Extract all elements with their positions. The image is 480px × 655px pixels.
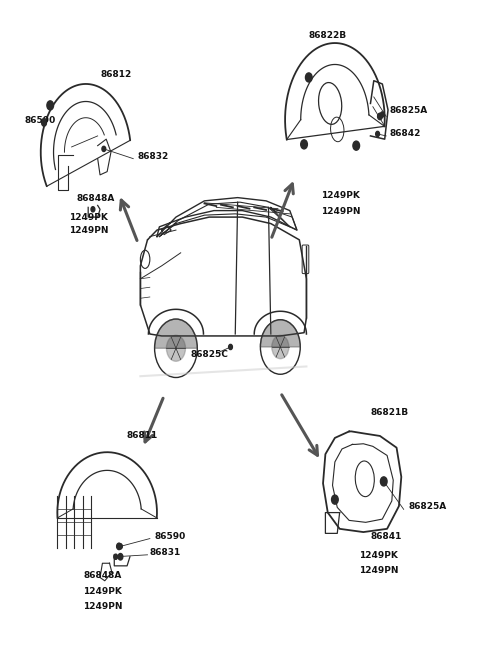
Circle shape (272, 335, 289, 359)
Circle shape (381, 477, 387, 486)
Text: 1249PN: 1249PN (321, 207, 360, 216)
Circle shape (167, 335, 185, 362)
Circle shape (117, 543, 121, 550)
Text: 86848A: 86848A (76, 194, 115, 203)
Text: 86825A: 86825A (389, 106, 428, 115)
Text: 86812: 86812 (100, 71, 132, 79)
Circle shape (381, 112, 384, 117)
Text: 1249PN: 1249PN (359, 566, 398, 575)
Wedge shape (261, 320, 300, 347)
Text: 86825C: 86825C (190, 350, 228, 359)
Circle shape (118, 553, 123, 560)
Circle shape (382, 479, 385, 484)
Text: 1249PK: 1249PK (84, 587, 122, 596)
Text: 86848A: 86848A (84, 571, 122, 580)
Circle shape (378, 113, 383, 120)
Text: 86811: 86811 (126, 431, 157, 440)
Circle shape (102, 146, 106, 151)
Circle shape (91, 207, 95, 212)
Text: 86825A: 86825A (408, 502, 447, 512)
Text: 86590: 86590 (155, 532, 186, 540)
Text: 86832: 86832 (138, 152, 169, 160)
Circle shape (119, 544, 122, 549)
Circle shape (305, 73, 312, 82)
Circle shape (42, 119, 46, 124)
Text: 1249PK: 1249PK (69, 214, 108, 222)
Circle shape (228, 345, 232, 350)
Circle shape (42, 120, 47, 126)
Wedge shape (155, 319, 197, 348)
Text: 1249PK: 1249PK (321, 191, 360, 200)
Text: 86841: 86841 (371, 532, 402, 540)
Circle shape (332, 495, 338, 504)
Circle shape (353, 141, 360, 150)
Text: 1249PN: 1249PN (84, 602, 123, 610)
Text: 86831: 86831 (150, 548, 181, 557)
Circle shape (114, 554, 118, 559)
Circle shape (47, 101, 54, 110)
Text: 86821B: 86821B (371, 408, 408, 417)
Text: 86842: 86842 (389, 129, 421, 138)
Circle shape (301, 140, 307, 149)
Text: 86590: 86590 (24, 116, 55, 125)
Text: 86822B: 86822B (309, 31, 347, 41)
Circle shape (376, 132, 380, 136)
Text: 1249PK: 1249PK (359, 551, 397, 560)
Text: 1249PN: 1249PN (69, 227, 108, 235)
